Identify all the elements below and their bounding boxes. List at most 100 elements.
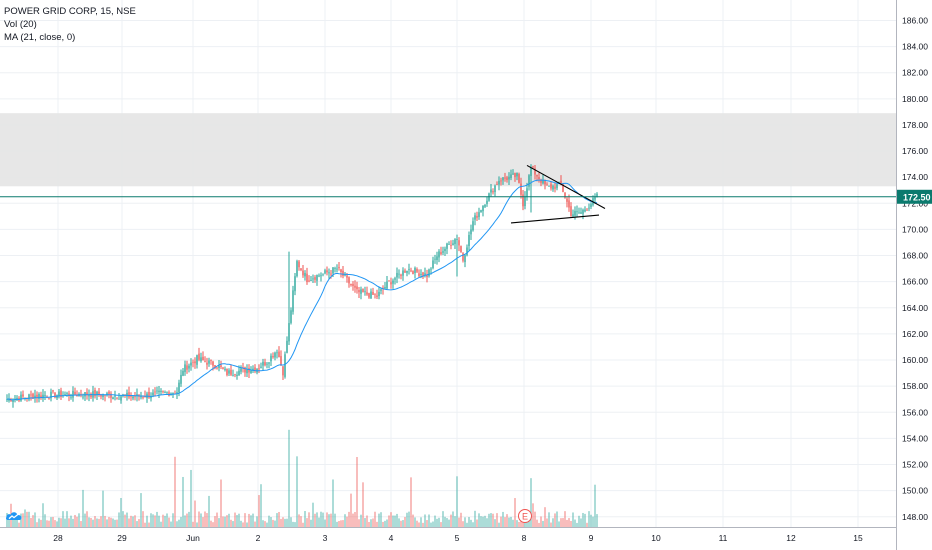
candle[interactable] [86,388,88,400]
candle[interactable] [464,254,466,268]
candle[interactable] [186,360,188,374]
candle[interactable] [296,259,298,278]
candle[interactable] [14,394,16,403]
candle[interactable] [136,388,138,402]
candle[interactable] [180,369,182,387]
candle[interactable] [96,390,98,401]
candle[interactable] [292,285,294,315]
candle[interactable] [388,280,390,282]
candle[interactable] [104,394,106,402]
candle[interactable] [30,390,32,401]
candle[interactable] [594,193,596,204]
candle[interactable] [240,365,242,375]
tradingview-logo-icon[interactable] [5,508,23,524]
candle[interactable] [34,389,36,403]
candle[interactable] [204,356,206,363]
candle[interactable] [114,390,116,401]
candle[interactable] [474,212,476,226]
candle[interactable] [334,266,336,273]
candle[interactable] [94,387,96,399]
candle[interactable] [62,391,64,398]
candle[interactable] [456,234,458,277]
candle[interactable] [54,392,56,399]
candle[interactable] [222,366,224,370]
candle[interactable] [40,391,42,400]
candle[interactable] [390,277,392,289]
candle[interactable] [562,182,564,193]
candle[interactable] [270,353,272,367]
candle[interactable] [566,197,568,208]
candle[interactable] [208,357,210,367]
candle[interactable] [236,371,238,380]
candle[interactable] [538,172,540,183]
candle[interactable] [454,238,456,250]
candle[interactable] [246,364,248,377]
candle[interactable] [310,276,312,282]
candle[interactable] [502,177,504,185]
candle[interactable] [398,269,400,279]
candle[interactable] [432,256,434,270]
candle[interactable] [350,283,352,287]
candle[interactable] [342,265,344,279]
candle[interactable] [308,275,310,283]
candle[interactable] [20,391,22,402]
candle[interactable] [216,366,218,370]
candle[interactable] [248,364,250,378]
candle[interactable] [412,270,414,275]
candle[interactable] [570,202,572,217]
candle[interactable] [182,368,184,377]
candle[interactable] [6,394,8,403]
candle[interactable] [326,266,328,276]
candle[interactable] [426,269,428,283]
volume-indicator-label[interactable]: Vol (20) [4,19,37,30]
candle[interactable] [74,387,76,396]
candle[interactable] [42,389,44,402]
candle[interactable] [526,182,528,201]
candle[interactable] [400,273,402,280]
candle[interactable] [452,239,454,246]
candle[interactable] [148,387,150,399]
candle[interactable] [272,352,274,359]
candle[interactable] [274,351,276,361]
symbol-title[interactable]: POWER GRID CORP, 15, NSE [4,6,136,17]
candle[interactable] [112,396,114,400]
candle[interactable] [440,246,442,256]
candle[interactable] [374,293,376,299]
candle[interactable] [516,172,518,181]
candle[interactable] [230,364,232,377]
candle[interactable] [68,390,70,402]
candle[interactable] [290,307,292,325]
candle[interactable] [198,347,200,362]
candle[interactable] [468,231,470,251]
candle[interactable] [500,177,502,186]
candle[interactable] [444,246,446,256]
candle[interactable] [52,389,54,394]
candle[interactable] [498,176,500,191]
candle[interactable] [338,261,340,271]
candle[interactable] [320,272,322,282]
candle[interactable] [514,172,516,182]
candle[interactable] [328,268,330,279]
candle[interactable] [284,351,286,379]
candle[interactable] [132,395,134,401]
candle[interactable] [300,268,302,272]
ma-indicator-label[interactable]: MA (21, close, 0) [4,32,76,43]
candle[interactable] [524,191,526,210]
candle[interactable] [228,368,230,376]
candle[interactable] [162,390,164,394]
candle[interactable] [340,268,342,278]
candle[interactable] [128,386,130,400]
candle[interactable] [360,286,362,300]
candle[interactable] [200,352,202,363]
candle[interactable] [450,240,452,250]
candle[interactable] [16,395,18,401]
upper-trendline[interactable] [526,164,606,210]
candle[interactable] [70,393,72,400]
candle[interactable] [252,365,254,374]
candle[interactable] [404,268,406,274]
candle[interactable] [544,179,546,190]
candle[interactable] [260,362,262,369]
candle[interactable] [80,389,82,398]
candle[interactable] [484,204,486,209]
candle[interactable] [554,182,556,193]
